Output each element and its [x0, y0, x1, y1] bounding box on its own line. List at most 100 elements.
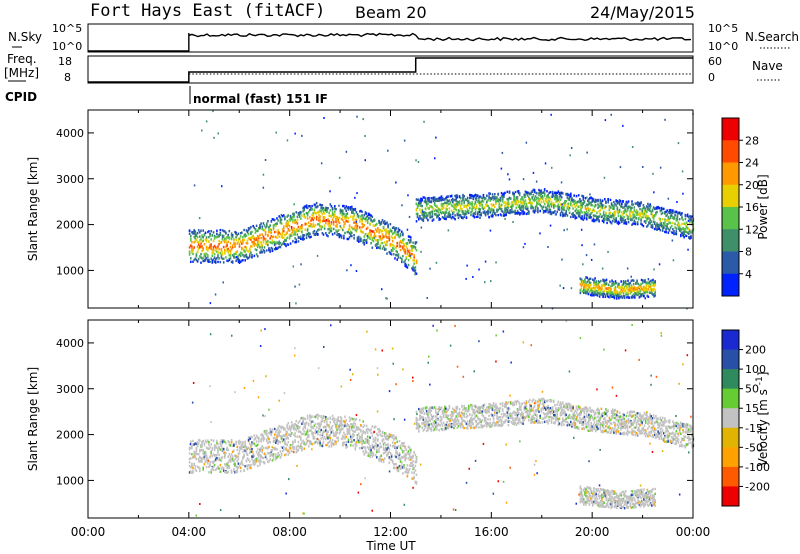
range-gate-cell [581, 211, 583, 214]
range-gate-cell [565, 192, 567, 196]
range-gate-cell [220, 456, 223, 459]
range-gate-cell [262, 236, 265, 239]
range-gate-cell [366, 438, 369, 442]
range-gate-cell [243, 255, 245, 258]
range-gate-cell [359, 240, 361, 243]
range-gate-cell [201, 240, 203, 243]
range-gate-cell [670, 224, 673, 228]
range-gate-cell [303, 234, 305, 237]
range-gate-cell [442, 211, 445, 215]
range-gate-cell [275, 430, 277, 434]
range-gate-cell [209, 260, 211, 263]
range-gate-cell [256, 243, 259, 246]
range-gate-cell [188, 471, 191, 474]
range-gate-cell [381, 288, 383, 291]
range-gate-cell [357, 216, 360, 219]
range-gate-cell [449, 202, 452, 205]
range-gate-cell [260, 460, 262, 463]
range-gate-cell [262, 241, 265, 244]
range-gate-cell [537, 198, 539, 202]
range-gate-cell [670, 212, 673, 216]
range-gate-cell [196, 452, 199, 456]
range-gate-cell [461, 210, 463, 213]
range-gate-cell [315, 215, 318, 219]
range-gate-cell [219, 251, 222, 255]
range-gate-cell [202, 236, 204, 239]
range-gate-cell [429, 211, 431, 214]
range-gate-cell [211, 259, 214, 262]
range-gate-cell [365, 424, 368, 428]
range-gate-cell [548, 208, 550, 211]
range-gate-cell [193, 232, 195, 235]
range-gate-cell [266, 242, 268, 246]
range-gate-cell [319, 224, 321, 228]
range-gate-cell [461, 202, 463, 206]
range-gate-cell [635, 287, 637, 290]
range-gate-cell [467, 200, 470, 203]
range-gate-cell [612, 219, 614, 223]
range-gate-cell [589, 289, 592, 292]
range-gate-cell [226, 236, 228, 239]
range-gate-cell [401, 204, 403, 207]
range-gate-cell [339, 423, 342, 426]
range-gate-cell [573, 199, 575, 203]
range-gate-cell [386, 240, 388, 244]
range-gate-cell [244, 254, 246, 257]
range-gate-cell [676, 214, 679, 218]
range-gate-cell [614, 293, 617, 297]
range-gate-cell [360, 430, 362, 433]
range-gate-cell [334, 205, 336, 208]
range-gate-cell [371, 238, 374, 241]
range-gate-cell [505, 213, 507, 216]
range-gate-cell [336, 431, 338, 434]
range-gate-cell [344, 231, 346, 235]
range-gate-cell [486, 210, 488, 214]
range-gate-cell [281, 449, 284, 453]
range-gate-cell [326, 443, 328, 447]
range-gate-cell [624, 208, 626, 211]
range-gate-cell [497, 199, 499, 203]
range-gate-cell [346, 432, 349, 435]
range-gate-cell [618, 202, 621, 205]
range-gate-cell [395, 246, 397, 249]
range-gate-cell [289, 444, 292, 447]
range-gate-cell [374, 436, 377, 439]
range-gate-cell [391, 243, 394, 247]
range-gate-cell [231, 458, 234, 461]
range-gate-cell [339, 209, 342, 212]
range-gate-cell [580, 280, 583, 283]
range-gate-cell [320, 206, 322, 209]
range-gate-cell [466, 196, 469, 200]
range-gate-cell [357, 214, 360, 218]
range-gate-cell [463, 195, 465, 198]
range-gate-cell [660, 209, 663, 212]
range-gate-cell [201, 445, 203, 448]
range-gate-cell [401, 230, 403, 233]
range-gate-cell [236, 250, 239, 253]
range-gate-cell [677, 222, 680, 225]
range-gate-cell [275, 247, 277, 251]
range-gate-cell [545, 206, 547, 209]
range-gate-cell [410, 236, 412, 239]
range-gate-cell [313, 203, 316, 206]
range-gate-cell [293, 203, 295, 206]
range-gate-cell [318, 424, 320, 427]
range-gate-cell [366, 235, 369, 237]
range-gate-cell [691, 230, 693, 234]
range-gate-cell [307, 439, 310, 443]
range-gate-cell [661, 207, 664, 211]
range-gate-cell [530, 206, 532, 210]
range-gate-cell [273, 436, 276, 439]
range-gate-cell [356, 440, 359, 443]
range-gate-cell [307, 205, 310, 208]
range-gate-cell [201, 440, 203, 444]
range-gate-cell [277, 246, 279, 250]
range-gate-cell [277, 452, 279, 455]
range-gate-cell [303, 215, 305, 218]
range-gate-cell [583, 285, 585, 289]
range-gate-cell [192, 249, 194, 252]
range-gate-cell [481, 203, 484, 207]
range-gate-cell [306, 430, 309, 433]
range-gate-cell [638, 290, 641, 293]
range-gate-cell [301, 230, 303, 233]
